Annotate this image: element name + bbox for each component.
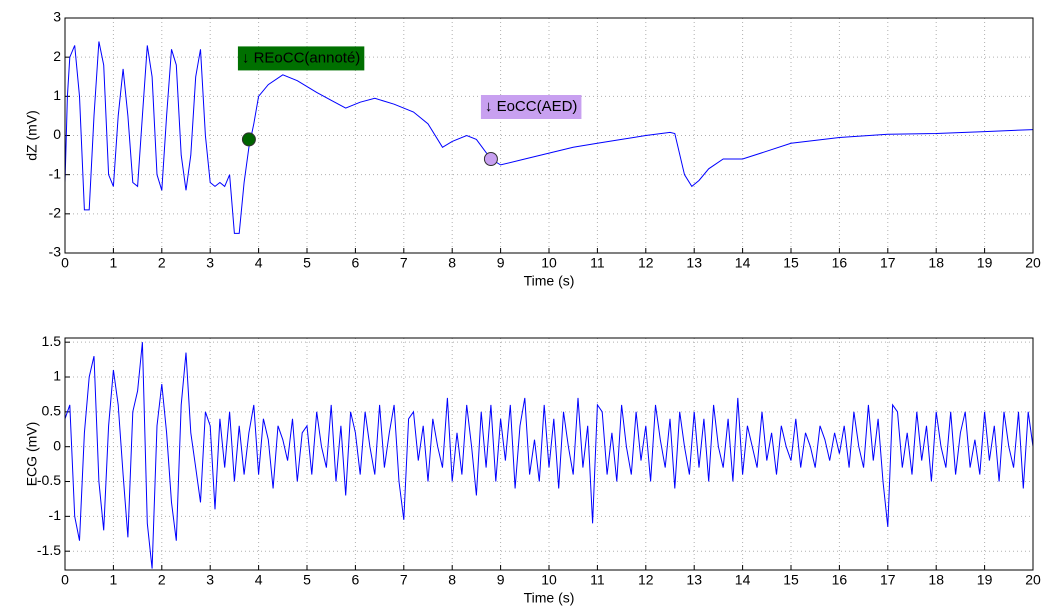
annotation-box <box>480 95 582 119</box>
subplot: 0 1 2 3 4 5 6 7 8 9 10 11 12 13 14 15 16 17 18 19 20-3-2-101… <box>24 9 1041 289</box>
x-axis-label: Time (s) <box>524 590 575 606</box>
y-tick-label: 0 <box>53 437 61 453</box>
x-tick-label: 15 <box>783 572 799 588</box>
annotation-label: ↓ REoCC(annoté) <box>242 49 360 66</box>
y-tick-label: 0 <box>53 126 61 142</box>
x-tick-label: 8 <box>448 255 456 271</box>
x-tick-label: 19 <box>977 255 993 271</box>
x-tick-label: 14 <box>735 255 751 271</box>
x-tick-label: 20 <box>1025 255 1041 271</box>
x-tick-label: 14 <box>735 572 751 588</box>
x-tick-label: 2 <box>158 255 166 271</box>
x-tick-label: 17 <box>880 255 896 271</box>
x-tick-label: 12 <box>638 572 654 588</box>
x-tick-label: 5 <box>303 572 311 588</box>
annotation-box <box>237 46 365 71</box>
y-tick-label: -0.5 <box>37 472 61 488</box>
y-tick-label: 2 <box>53 48 61 64</box>
x-tick-label: 1 <box>110 572 118 588</box>
x-tick-label: 6 <box>352 255 360 271</box>
y-tick-label: -2 <box>49 205 62 221</box>
x-tick-label: 5 <box>303 255 311 271</box>
annotation-marker <box>483 152 498 166</box>
x-tick-label: 19 <box>977 572 993 588</box>
y-tick-label: -1.5 <box>37 542 61 558</box>
y-tick-label: 3 <box>53 9 61 25</box>
x-tick-label: 10 <box>541 255 557 271</box>
x-tick-label: 1 <box>110 255 118 271</box>
x-tick-label: 4 <box>255 572 263 588</box>
x-tick-label: 17 <box>880 572 896 588</box>
y-tick-label: 1 <box>53 368 61 384</box>
x-tick-label: 3 <box>206 572 214 588</box>
x-tick-label: 7 <box>400 255 408 271</box>
x-tick-label: 13 <box>686 255 702 271</box>
y-tick-label: -1 <box>49 165 62 181</box>
x-axis-label: Time (s) <box>524 273 575 289</box>
x-tick-label: 8 <box>448 572 456 588</box>
x-tick-label: 13 <box>686 572 702 588</box>
y-axis-label: dZ (mV) <box>24 110 40 161</box>
x-tick-label: 15 <box>783 255 799 271</box>
x-tick-label: 0 <box>61 255 69 271</box>
plot-area <box>65 342 1033 569</box>
y-tick-label: 1 <box>53 87 61 103</box>
y-tick-label: -3 <box>49 244 62 260</box>
x-tick-label: 11 <box>590 572 605 588</box>
signal-line <box>65 342 1033 569</box>
y-tick-label: 0.5 <box>42 403 62 419</box>
x-tick-label: 16 <box>832 255 848 271</box>
y-tick-label: -1 <box>49 507 62 523</box>
axes-box <box>64 337 1034 571</box>
y-tick-label: 1.5 <box>42 333 62 349</box>
x-tick-label: 9 <box>497 572 505 588</box>
subplot: 0 1 2 3 4 5 6 7 8 9 10 11 12 13 14 15 16 17 18 19 20-1.5-1-0… <box>24 333 1041 606</box>
x-tick-label: 2 <box>158 572 166 588</box>
annotation-label: ↓ EoCC(AED) <box>485 98 578 115</box>
x-tick-label: 3 <box>206 255 214 271</box>
axes-box <box>64 17 1034 254</box>
x-tick-label: 11 <box>590 255 605 271</box>
x-tick-label: 18 <box>928 255 944 271</box>
x-tick-label: 0 <box>61 572 69 588</box>
x-tick-label: 7 <box>400 572 408 588</box>
x-tick-label: 18 <box>928 572 944 588</box>
x-tick-label: 12 <box>638 255 654 271</box>
x-tick-label: 10 <box>541 572 557 588</box>
x-tick-label: 9 <box>497 255 505 271</box>
x-tick-label: 6 <box>352 572 360 588</box>
y-axis-label: ECG (mV) <box>24 422 40 487</box>
x-tick-label: 4 <box>255 255 263 271</box>
annotation-marker <box>241 132 256 147</box>
x-tick-label: 20 <box>1025 572 1041 588</box>
x-tick-label: 16 <box>832 572 848 588</box>
